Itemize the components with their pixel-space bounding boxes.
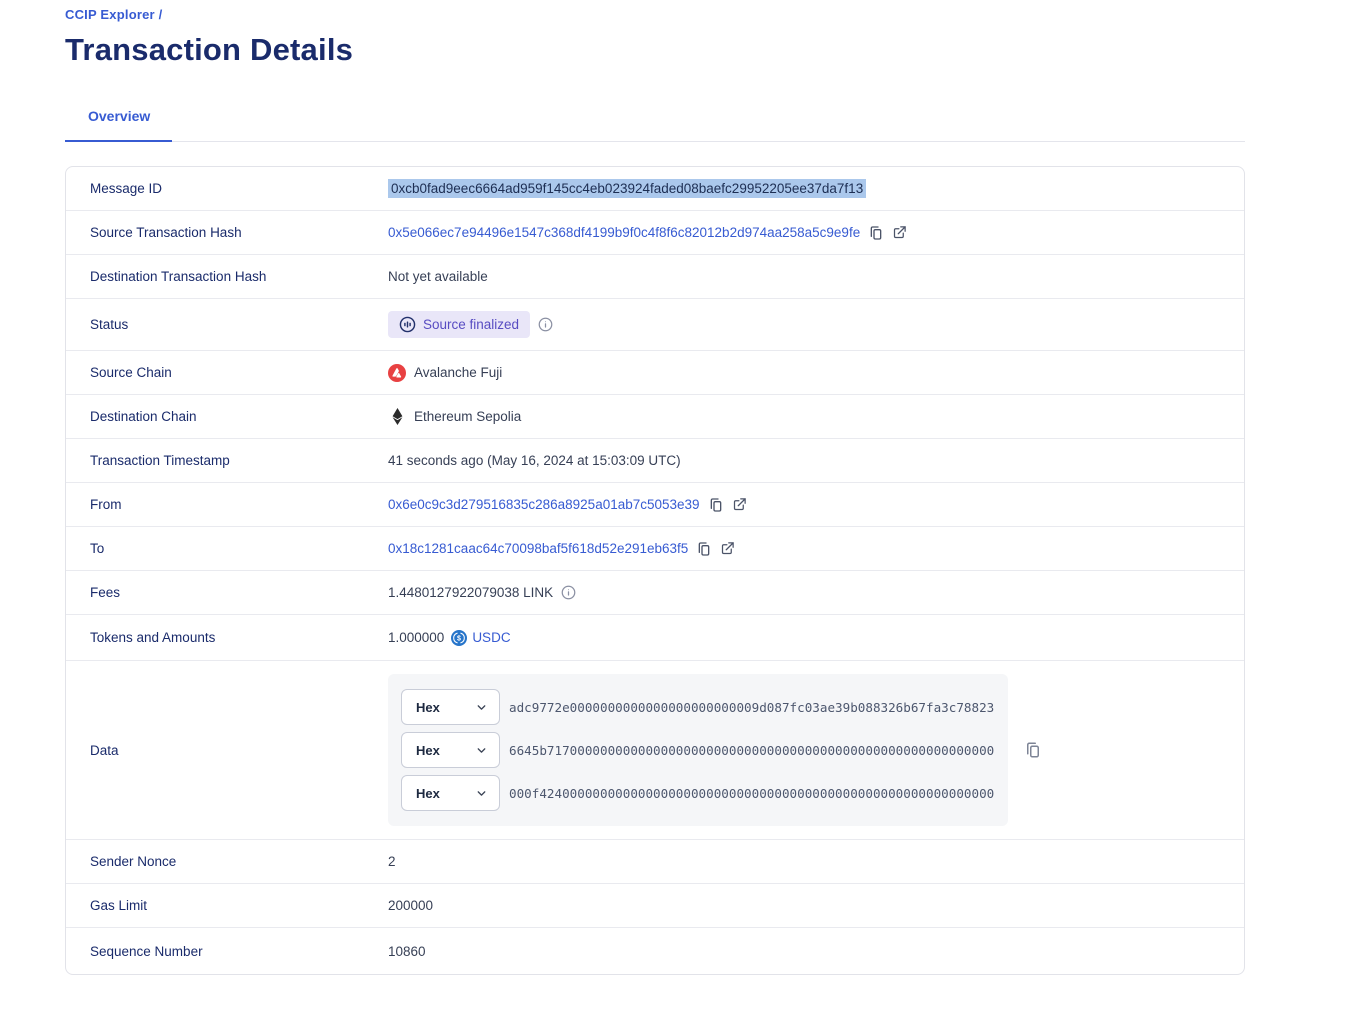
hex-format-select[interactable]: Hex [401, 732, 500, 768]
row-label: Destination Transaction Hash [90, 269, 267, 284]
ethereum-icon [388, 408, 406, 425]
row-label: Tokens and Amounts [90, 630, 216, 645]
data-hex-row: Hex adc9772e0000000000000000000000009d08… [401, 689, 995, 725]
source-chain-label: Avalanche Fuji [414, 365, 503, 380]
row-label: Transaction Timestamp [90, 453, 230, 468]
tab-bar: Overview [65, 108, 1245, 142]
page-title: Transaction Details [65, 32, 354, 67]
external-link-icon[interactable] [732, 497, 747, 512]
chevron-down-icon [477, 704, 486, 710]
gas-limit-value: 200000 [388, 898, 434, 913]
fees-value: 1.4480127922079038 LINK [388, 585, 554, 600]
source-tx-hash-link[interactable]: 0x5e066ec7e94496e1547c368df4199b9f0c4f8f… [388, 225, 861, 240]
token-amount-value: 1.000000 [388, 630, 445, 645]
table-row-sender-nonce: Sender Nonce 2 [66, 840, 1244, 884]
row-label: To [90, 541, 105, 556]
breadcrumb-ccip-explorer-link[interactable]: CCIP Explorer [65, 7, 155, 22]
hex-format-select[interactable]: Hex [401, 689, 500, 725]
chevron-down-icon [477, 747, 486, 753]
table-row-status: Status Source finalized [66, 299, 1244, 351]
table-row-timestamp: Transaction Timestamp 41 seconds ago (Ma… [66, 439, 1244, 483]
external-link-icon[interactable] [720, 541, 735, 556]
data-hex-box: Hex adc9772e0000000000000000000000009d08… [388, 674, 1008, 826]
table-row-message-id: Message ID 0xcb0fad9eec6664ad959f145cc4e… [66, 167, 1244, 211]
info-icon[interactable] [538, 317, 553, 332]
token-symbol: USDC [472, 630, 511, 645]
transaction-details-page: CCIP Explorer / Transaction Details Over… [65, 7, 1245, 975]
message-id-value: 0xcb0fad9eec6664ad959f145cc4eb023924fade… [388, 179, 867, 198]
table-row-sequence-number: Sequence Number 10860 [66, 928, 1244, 974]
row-label: From [90, 497, 122, 512]
copy-icon[interactable] [708, 497, 724, 513]
row-label: Fees [90, 585, 121, 600]
dest-tx-hash-value: Not yet available [388, 269, 488, 284]
table-row-source-tx-hash: Source Transaction Hash 0x5e066ec7e94496… [66, 211, 1244, 255]
timestamp-value: 41 seconds ago (May 16, 2024 at 15:03:09… [388, 453, 681, 468]
status-badge: Source finalized [388, 311, 531, 338]
transaction-details-table: Message ID 0xcb0fad9eec6664ad959f145cc4e… [65, 166, 1245, 975]
usdc-icon: $ [451, 629, 468, 646]
status-signal-icon [399, 316, 416, 333]
avalanche-icon [388, 363, 406, 382]
hex-data-line: adc9772e0000000000000000000000009d087fc0… [509, 699, 995, 715]
dest-chain-label: Ethereum Sepolia [414, 409, 522, 424]
token-link[interactable]: $ USDC [451, 629, 511, 646]
sequence-number-value: 10860 [388, 943, 426, 959]
status-badge-label: Source finalized [423, 317, 520, 332]
data-hex-row: Hex 000f42400000000000000000000000000000… [401, 775, 995, 811]
row-label: Gas Limit [90, 898, 148, 913]
row-label: Destination Chain [90, 409, 197, 424]
breadcrumb-separator: / [158, 7, 163, 22]
chevron-down-icon [477, 790, 486, 796]
copy-icon[interactable] [696, 541, 712, 557]
table-row-dest-chain: Destination Chain Ethereum Sepolia [66, 395, 1244, 439]
row-label: Data [90, 742, 119, 758]
row-label: Status [90, 317, 129, 332]
data-hex-row: Hex 6645b7170000000000000000000000000000… [401, 732, 995, 768]
table-row-to: To 0x18c1281caac64c70098baf5f618d52e291e… [66, 527, 1244, 571]
hex-data-line: 6645b71700000000000000000000000000000000… [509, 742, 995, 758]
external-link-icon[interactable] [892, 225, 907, 240]
row-label: Source Transaction Hash [90, 225, 242, 240]
table-row-from: From 0x6e0c9c3d279516835c286a8925a01ab7c… [66, 483, 1244, 527]
table-row-tokens: Tokens and Amounts 1.000000 $ USDC [66, 615, 1244, 661]
table-row-gas-limit: Gas Limit 200000 [66, 884, 1244, 928]
table-row-data: Data Hex adc9772e00000000000000000000000… [66, 661, 1244, 840]
copy-icon[interactable] [868, 225, 884, 241]
hex-format-label: Hex [416, 742, 440, 758]
row-label: Sender Nonce [90, 854, 177, 869]
hex-format-label: Hex [416, 785, 440, 801]
hex-format-label: Hex [416, 699, 440, 715]
to-address-link[interactable]: 0x18c1281caac64c70098baf5f618d52e291eb63… [388, 541, 689, 556]
hex-format-select[interactable]: Hex [401, 775, 500, 811]
tab-overview[interactable]: Overview [65, 108, 173, 142]
table-row-dest-tx-hash: Destination Transaction Hash Not yet ava… [66, 255, 1244, 299]
info-icon[interactable] [561, 585, 576, 600]
table-row-source-chain: Source Chain Avalanche Fuji [66, 351, 1244, 395]
row-label: Source Chain [90, 365, 172, 380]
row-label: Sequence Number [90, 943, 203, 959]
svg-text:$: $ [457, 635, 461, 642]
table-row-fees: Fees 1.4480127922079038 LINK [66, 571, 1244, 615]
row-label: Message ID [90, 181, 163, 196]
from-address-link[interactable]: 0x6e0c9c3d279516835c286a8925a01ab7c5053e… [388, 497, 700, 512]
hex-data-line: 000f424000000000000000000000000000000000… [509, 785, 995, 801]
sender-nonce-value: 2 [388, 854, 396, 869]
breadcrumb: CCIP Explorer / [65, 7, 1245, 22]
copy-icon[interactable] [1024, 741, 1042, 759]
